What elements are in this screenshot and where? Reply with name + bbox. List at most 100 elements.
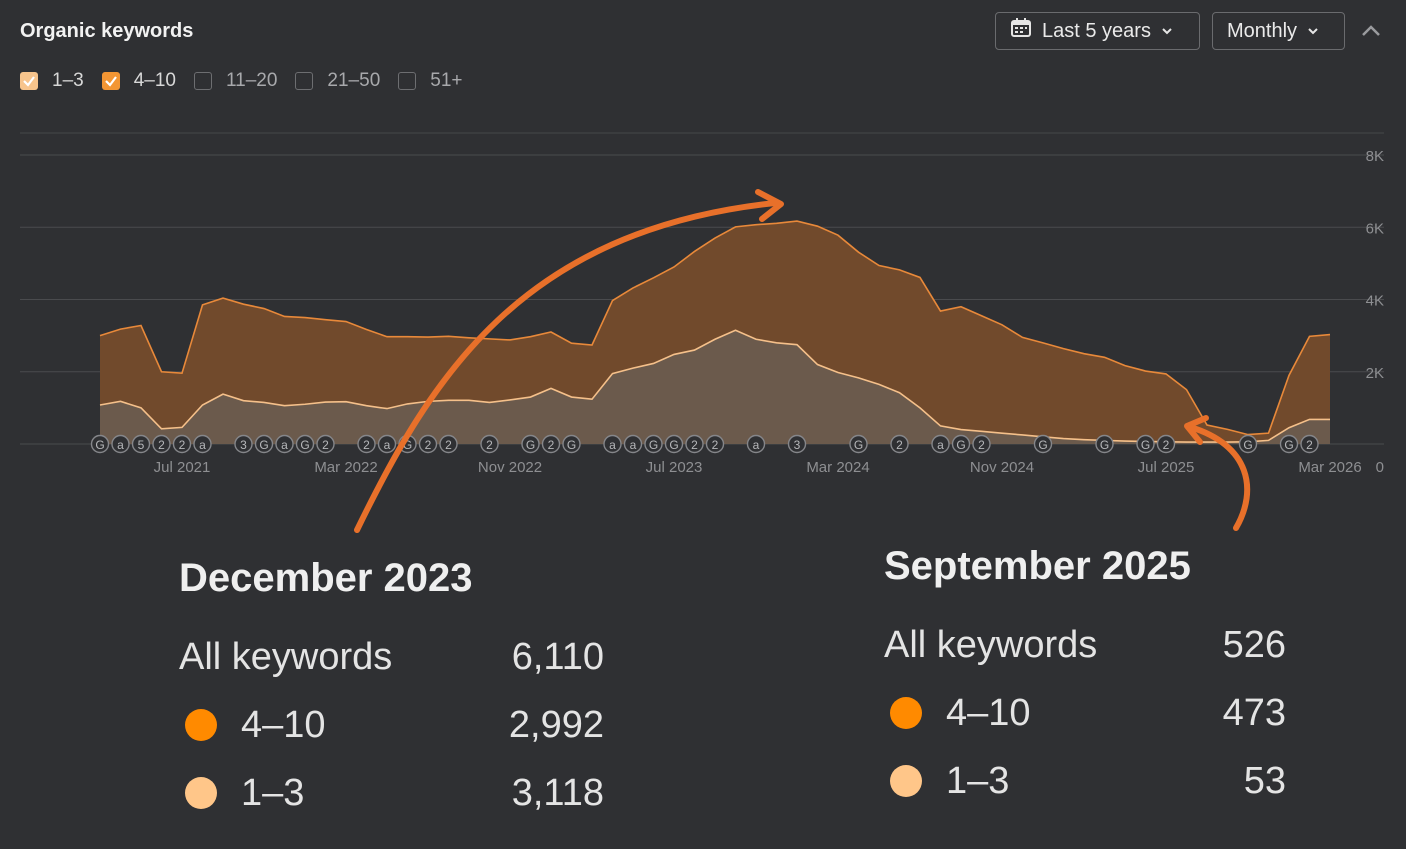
annotation-marker[interactable]: 2 xyxy=(439,434,458,454)
marker-circle xyxy=(480,434,499,454)
annotation-marker[interactable]: 2 xyxy=(890,434,909,454)
area-4-10 xyxy=(100,221,1330,444)
marker-circle xyxy=(275,434,294,454)
marker-circle xyxy=(644,434,663,454)
annotation-marker[interactable]: 2 xyxy=(685,434,704,454)
annotation-marker[interactable]: 5 xyxy=(131,434,151,454)
checkbox-unchecked-icon[interactable] xyxy=(295,72,314,90)
annotation-marker[interactable]: 2 xyxy=(1156,434,1176,454)
marker-label: 2 xyxy=(978,438,985,452)
legend-label: 51+ xyxy=(430,70,463,91)
chevron-down-icon xyxy=(1307,20,1319,43)
marker-label: 5 xyxy=(138,438,145,452)
legend-item-1-3[interactable]: 1–3 xyxy=(20,70,84,92)
annotation-marker[interactable]: 2 xyxy=(1300,434,1319,454)
annotation-marker[interactable]: G xyxy=(849,434,868,454)
annotation-marker[interactable]: G xyxy=(1136,434,1155,454)
callout-title: December 2023 xyxy=(179,556,473,600)
marker-label: G xyxy=(95,438,104,452)
legend-label: 4–10 xyxy=(133,70,176,91)
marker-label: a xyxy=(281,438,288,452)
dot-4-10-icon xyxy=(890,697,922,729)
annotation-marker[interactable]: 3 xyxy=(787,434,807,454)
marker-circle xyxy=(787,434,807,454)
annotation-marker[interactable]: 2 xyxy=(172,434,192,454)
annotation-marker[interactable]: 3 xyxy=(234,434,253,454)
annotation-marker[interactable]: 2 xyxy=(418,434,438,454)
x-tick-label: Jul 2021 xyxy=(154,459,211,476)
annotation-marker[interactable]: G xyxy=(664,434,684,454)
callout-september-2025: September 2025 All keywords 526 4–10 473… xyxy=(884,544,1286,815)
annotation-marker[interactable]: a xyxy=(111,434,130,454)
interval-select[interactable]: Monthly xyxy=(1212,12,1345,50)
marker-label: G xyxy=(526,438,535,452)
marker-circle xyxy=(705,434,725,454)
annotation-marker[interactable]: a xyxy=(931,434,950,454)
callout-total-value: 6,110 xyxy=(511,635,604,678)
annotation-marker[interactable]: a xyxy=(746,434,766,454)
callout-december-2023: December 2023 All keywords 6,110 4–10 2,… xyxy=(179,556,604,827)
marker-label: 2 xyxy=(363,438,370,452)
chart-title: Organic keywords xyxy=(20,20,194,42)
annotation-marker[interactable]: G xyxy=(521,434,540,454)
legend-label: 11–20 xyxy=(225,70,278,91)
annotation-marker[interactable]: 2 xyxy=(541,434,561,454)
annotation-marker[interactable]: G xyxy=(1279,434,1299,454)
callout-row-label: 1–3 xyxy=(946,759,1010,802)
annotation-marker[interactable]: 2 xyxy=(357,434,376,454)
annotation-marker[interactable]: 2 xyxy=(480,434,499,454)
marker-circle xyxy=(931,434,950,454)
legend-item-51-plus[interactable]: 51+ xyxy=(398,70,463,92)
period-select[interactable]: Last 5 years xyxy=(995,12,1200,50)
checkbox-unchecked-icon[interactable] xyxy=(193,72,212,90)
annotation-marker[interactable]: 2 xyxy=(152,434,171,454)
x-tick-label: Mar 2022 xyxy=(314,459,377,476)
marker-label: a xyxy=(630,438,637,452)
marker-circle xyxy=(1156,434,1176,454)
callout-arrows xyxy=(354,189,1251,533)
marker-label: G xyxy=(403,438,412,452)
arrow-to-peak xyxy=(354,200,778,533)
annotation-marker[interactable]: G xyxy=(295,434,315,454)
annotation-marker[interactable]: a xyxy=(275,434,294,454)
marker-circle xyxy=(685,434,704,454)
callout-row-value: 3,118 xyxy=(511,771,604,814)
marker-label: a xyxy=(384,438,391,452)
checkbox-checked-icon[interactable] xyxy=(101,72,120,90)
annotation-marker[interactable]: 2 xyxy=(316,434,335,454)
legend-item-21-50[interactable]: 21–50 xyxy=(295,70,380,92)
annotation-marker[interactable]: G xyxy=(1033,434,1053,454)
marker-circle xyxy=(295,434,315,454)
callout-row-4-10: 4–10 2,992 xyxy=(179,691,604,759)
x-tick-label: Nov 2024 xyxy=(970,459,1034,476)
annotation-marker[interactable]: G xyxy=(90,434,110,454)
collapse-button[interactable] xyxy=(1358,18,1384,44)
y-tick-label: 8K xyxy=(1366,148,1384,165)
annotation-marker[interactable]: a xyxy=(623,434,643,454)
annotation-marker[interactable]: G xyxy=(254,434,274,454)
annotation-marker[interactable]: 2 xyxy=(705,434,725,454)
marker-circle xyxy=(90,434,110,454)
annotation-marker[interactable]: 2 xyxy=(972,434,991,454)
callout-total-row: All keywords 526 xyxy=(884,611,1286,679)
y-tick-label: 6K xyxy=(1366,220,1384,237)
marker-label: G xyxy=(259,438,268,452)
checkbox-unchecked-icon[interactable] xyxy=(398,72,417,90)
checkbox-checked-icon[interactable] xyxy=(20,72,38,90)
annotation-marker[interactable]: a xyxy=(377,434,397,454)
annotation-marker[interactable]: a xyxy=(193,434,212,454)
legend-item-4-10[interactable]: 4–10 xyxy=(101,70,176,92)
callout-row-1-3: 1–3 3,118 xyxy=(179,759,604,827)
legend-item-11-20[interactable]: 11–20 xyxy=(193,70,278,92)
annotation-marker[interactable]: a xyxy=(603,434,622,454)
line-4-10 xyxy=(99,220,1331,436)
marker-circle xyxy=(562,434,581,454)
annotation-marker[interactable]: G xyxy=(1238,434,1258,454)
annotation-marker[interactable]: G xyxy=(1095,434,1114,454)
callout-row-value: 473 xyxy=(1222,691,1286,734)
annotation-marker[interactable]: G xyxy=(644,434,663,454)
annotation-marker[interactable]: G xyxy=(951,434,971,454)
x-tick-label: Nov 2022 xyxy=(478,459,542,476)
annotation-marker[interactable]: G xyxy=(562,434,581,454)
